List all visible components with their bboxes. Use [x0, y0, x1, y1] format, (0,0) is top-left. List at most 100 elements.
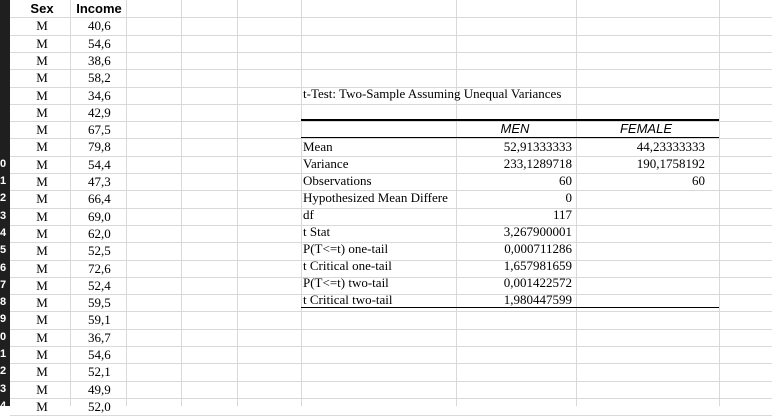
ttest-value-female[interactable] [578, 257, 705, 274]
ttest-value-men[interactable]: 0 [565, 190, 573, 205]
row-number[interactable]: 8 [0, 296, 7, 308]
ttest-header-men[interactable]: MEN [500, 121, 530, 136]
row-header-column[interactable]: 0 1 2 3 4 5 6 7 8 9 0 1 2 3 4 [0, 0, 10, 412]
row-number[interactable]: 3 [0, 210, 7, 222]
row-number[interactable] [0, 52, 10, 69]
cell-income[interactable]: 36,7 [88, 330, 111, 345]
row-number[interactable]: 7 [0, 279, 7, 291]
ttest-value-female[interactable]: 60 [692, 173, 705, 188]
ttest-stat-label[interactable]: t Critical one-tail [303, 258, 392, 273]
ttest-value-men[interactable]: 60 [559, 173, 572, 188]
ttest-value-men[interactable]: 117 [552, 207, 572, 222]
row-number[interactable]: 2 [0, 365, 7, 377]
ttest-header-female[interactable]: FEMALE [619, 121, 672, 136]
cell-sex[interactable]: M [36, 330, 48, 345]
row-number[interactable]: 5 [0, 244, 7, 256]
cell-income[interactable]: 59,5 [88, 295, 111, 310]
ttest-stat-label[interactable]: Variance [303, 156, 349, 171]
column-header-sex[interactable]: Sex [30, 1, 54, 16]
ttest-value-female[interactable] [578, 206, 705, 223]
row-number[interactable] [0, 121, 10, 138]
row-number[interactable]: 4 [0, 400, 7, 412]
ttest-stat-label[interactable]: Hypothesized Mean Differe [303, 190, 448, 205]
ttest-stat-label[interactable]: df [303, 207, 314, 222]
cell-sex[interactable]: M [36, 18, 48, 33]
ttest-value-female[interactable] [578, 291, 705, 308]
row-number[interactable]: 0 [0, 331, 7, 343]
cell-sex[interactable]: M [36, 53, 48, 68]
cell-income[interactable]: 59,1 [88, 312, 111, 327]
cell-income[interactable]: 69,0 [88, 209, 111, 224]
cell-sex[interactable]: M [36, 295, 48, 310]
cell-income[interactable]: 54,4 [88, 157, 111, 172]
cell-sex[interactable]: M [36, 70, 48, 85]
cell-income[interactable]: 49,9 [88, 382, 111, 397]
cell-income[interactable]: 42,9 [88, 105, 111, 120]
ttest-value-female[interactable]: 190,1758192 [636, 156, 705, 171]
ttest-stat-label[interactable]: Mean [303, 139, 333, 154]
ttest-value-female[interactable] [578, 274, 705, 291]
cell-income[interactable]: 34,6 [88, 88, 111, 103]
row-number[interactable] [0, 87, 10, 104]
cell-income[interactable]: 52,5 [88, 243, 111, 258]
row-number[interactable]: 3 [0, 383, 7, 395]
cell-sex[interactable]: M [36, 105, 48, 120]
cell-income[interactable]: 40,6 [88, 18, 111, 33]
row-number[interactable]: 4 [0, 227, 7, 239]
ttest-value-men[interactable]: 0,000711286 [504, 241, 572, 256]
ttest-stat-label[interactable]: P(T<=t) two-tail [303, 275, 389, 290]
cell-sex[interactable]: M [36, 191, 48, 206]
row-number[interactable] [0, 104, 10, 121]
cell-sex[interactable]: M [36, 243, 48, 258]
ttest-value-female[interactable] [578, 189, 705, 206]
row-number[interactable] [0, 17, 10, 34]
cell-sex[interactable]: M [36, 36, 48, 51]
ttest-value-men[interactable]: 1,657981659 [503, 258, 572, 273]
row-number[interactable]: 0 [0, 158, 7, 170]
cell-income[interactable]: 67,5 [88, 122, 111, 137]
row-number[interactable]: 2 [0, 192, 7, 204]
cell-income[interactable]: 38,6 [88, 53, 111, 68]
ttest-stat-label[interactable]: Observations [303, 173, 372, 188]
cell-sex[interactable]: M [36, 226, 48, 241]
ttest-value-female[interactable]: 44,23333333 [636, 139, 705, 154]
cell-income[interactable]: 79,8 [88, 139, 111, 154]
ttest-stat-label[interactable]: t Stat [303, 224, 331, 239]
ttest-value-men[interactable]: 3,267900001 [503, 224, 572, 239]
ttest-value-men[interactable]: 233,1289718 [503, 156, 572, 171]
row-number[interactable]: 6 [0, 262, 7, 274]
row-number[interactable] [0, 35, 10, 52]
ttest-value-female[interactable] [578, 240, 705, 257]
cell-income[interactable]: 72,6 [88, 261, 111, 276]
cell-income[interactable]: 52,0 [88, 399, 111, 414]
cell-sex[interactable]: M [36, 312, 48, 327]
cell-income[interactable]: 54,6 [88, 36, 111, 51]
cell-sex[interactable]: M [36, 139, 48, 154]
column-header-income[interactable]: Income [76, 1, 122, 16]
ttest-value-men[interactable]: 52,91333333 [503, 139, 572, 154]
row-number[interactable] [0, 138, 10, 155]
cell-sex[interactable]: M [36, 88, 48, 103]
cell-income[interactable]: 52,4 [88, 278, 111, 293]
ttest-value-female[interactable] [578, 223, 705, 240]
cell-sex[interactable]: M [36, 122, 48, 137]
cell-income[interactable]: 54,6 [88, 347, 111, 362]
cell-sex[interactable]: M [36, 261, 48, 276]
cell-income[interactable]: 47,3 [88, 174, 111, 189]
ttest-stat-label[interactable]: t Critical two-tail [303, 292, 393, 307]
row-number[interactable] [0, 69, 10, 86]
ttest-value-men[interactable]: 1,980447599 [503, 292, 572, 307]
cell-sex[interactable]: M [36, 174, 48, 189]
cell-sex[interactable]: M [36, 364, 48, 379]
cell-sex[interactable]: M [36, 209, 48, 224]
cell-sex[interactable]: M [36, 382, 48, 397]
cell-sex[interactable]: M [36, 399, 48, 414]
cell-sex[interactable]: M [36, 278, 48, 293]
ttest-value-men[interactable]: 0,001422572 [503, 275, 572, 290]
cell-sex[interactable]: M [36, 157, 48, 172]
ttest-title[interactable]: t-Test: Two-Sample Assuming Unequal Vari… [303, 86, 562, 101]
cell-income[interactable]: 58,2 [88, 70, 111, 85]
row-number[interactable]: 1 [0, 175, 7, 187]
cell-sex[interactable]: M [36, 347, 48, 362]
cell-income[interactable]: 62,0 [88, 226, 111, 241]
